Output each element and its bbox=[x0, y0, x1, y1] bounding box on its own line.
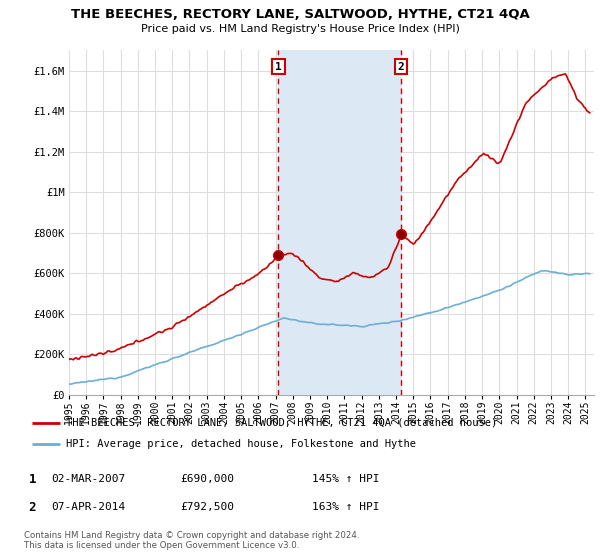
Text: 1: 1 bbox=[29, 473, 36, 486]
Text: 02-MAR-2007: 02-MAR-2007 bbox=[51, 474, 125, 484]
Text: 163% ↑ HPI: 163% ↑ HPI bbox=[312, 502, 380, 512]
Text: 07-APR-2014: 07-APR-2014 bbox=[51, 502, 125, 512]
Text: 2: 2 bbox=[29, 501, 36, 514]
Text: THE BEECHES, RECTORY LANE, SALTWOOD, HYTHE, CT21 4QA: THE BEECHES, RECTORY LANE, SALTWOOD, HYT… bbox=[71, 8, 529, 21]
Text: 2: 2 bbox=[397, 62, 404, 72]
Text: HPI: Average price, detached house, Folkestone and Hythe: HPI: Average price, detached house, Folk… bbox=[66, 439, 416, 449]
Text: Contains HM Land Registry data © Crown copyright and database right 2024.
This d: Contains HM Land Registry data © Crown c… bbox=[24, 531, 359, 550]
Bar bbox=[278, 50, 401, 395]
Text: Price paid vs. HM Land Registry's House Price Index (HPI): Price paid vs. HM Land Registry's House … bbox=[140, 24, 460, 34]
Text: THE BEECHES, RECTORY LANE, SALTWOOD, HYTHE, CT21 4QA (detached house): THE BEECHES, RECTORY LANE, SALTWOOD, HYT… bbox=[66, 418, 497, 428]
Text: £690,000: £690,000 bbox=[180, 474, 234, 484]
Text: 1: 1 bbox=[275, 62, 282, 72]
Text: 145% ↑ HPI: 145% ↑ HPI bbox=[312, 474, 380, 484]
Text: £792,500: £792,500 bbox=[180, 502, 234, 512]
